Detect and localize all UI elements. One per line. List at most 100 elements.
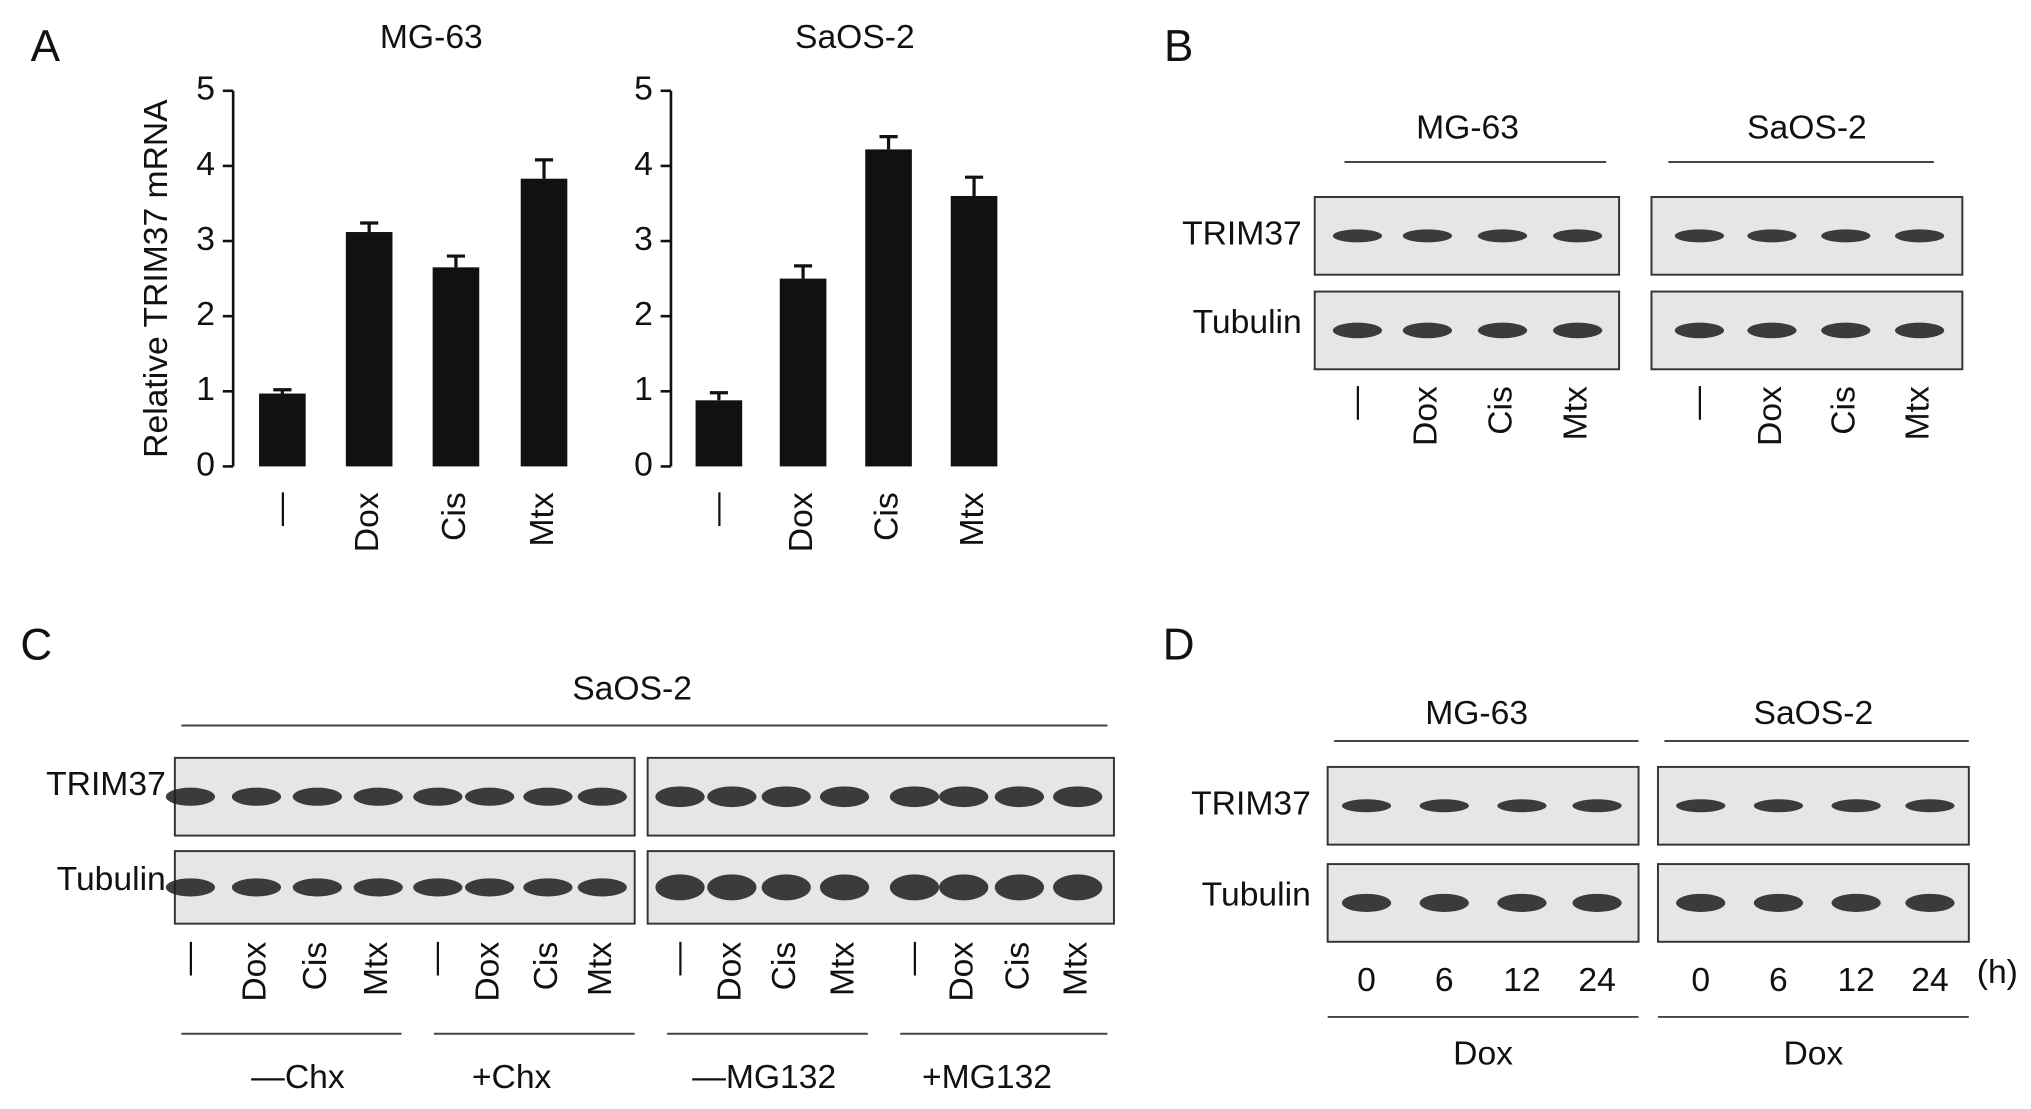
panel-label: A <box>31 22 61 71</box>
band <box>819 874 870 901</box>
band <box>231 787 282 806</box>
lane-label: Mtx <box>1899 386 1936 440</box>
band <box>1572 799 1622 813</box>
lane-label: Cis <box>297 942 334 991</box>
band <box>761 786 811 808</box>
lane-label: Cis <box>1482 386 1519 435</box>
bar <box>259 393 306 467</box>
band <box>413 787 463 806</box>
band <box>1497 799 1547 813</box>
band <box>413 878 463 897</box>
band <box>1821 229 1871 243</box>
band <box>1572 893 1622 912</box>
band <box>889 874 940 901</box>
time-label: 0 <box>1691 962 1710 999</box>
band <box>1053 786 1103 808</box>
error-bar <box>794 264 813 279</box>
lane-label: Cis <box>528 942 565 991</box>
lane-label: — <box>1679 386 1716 420</box>
band <box>1419 893 1469 912</box>
band <box>1753 893 1804 912</box>
bar <box>865 149 912 467</box>
time-label: 24 <box>1578 962 1615 999</box>
band <box>889 786 940 808</box>
y-tick-label: 3 <box>196 221 215 258</box>
band <box>707 874 757 901</box>
x-tick-label: Mtx <box>524 492 561 546</box>
time-label: 12 <box>1503 962 1540 999</box>
group-title: SaOS-2 <box>572 670 692 707</box>
row-label: TRIM37 <box>1191 786 1311 823</box>
band <box>577 787 627 806</box>
band <box>1053 874 1103 901</box>
error-bar <box>273 388 292 394</box>
band <box>655 874 705 901</box>
bar <box>950 195 998 467</box>
treatment-label: Dox <box>1453 1036 1513 1073</box>
band <box>994 874 1044 901</box>
x-tick-label: Cis <box>436 492 473 541</box>
group-label: +Chx <box>472 1059 552 1096</box>
y-tick-label: 2 <box>196 296 215 333</box>
band <box>994 786 1044 808</box>
band <box>1676 893 1726 912</box>
group-label: —MG132 <box>692 1059 836 1096</box>
band <box>1332 229 1383 243</box>
group-title: SaOS-2 <box>1754 695 1874 732</box>
lane-label: — <box>660 941 697 975</box>
band <box>1674 322 1725 339</box>
y-tick-label: 5 <box>634 71 653 108</box>
band <box>1553 229 1603 243</box>
band <box>577 878 627 897</box>
panel-label: B <box>1164 22 1193 71</box>
lane-label: Cis <box>1826 386 1863 435</box>
lane-label: Dox <box>236 942 273 1002</box>
band <box>939 874 989 901</box>
band <box>353 878 403 897</box>
band <box>1402 322 1453 339</box>
band <box>1419 799 1469 813</box>
band <box>465 787 515 806</box>
bar <box>432 267 480 467</box>
time-label: 6 <box>1435 962 1454 999</box>
y-tick-label: 4 <box>634 146 653 183</box>
lane-label: Mtx <box>1558 386 1595 440</box>
band <box>1676 799 1726 813</box>
lane-label: Mtx <box>358 942 395 996</box>
x-tick-label: — <box>262 492 299 526</box>
band <box>1341 893 1392 912</box>
band <box>523 878 573 897</box>
row-label: TRIM37 <box>1182 216 1302 253</box>
x-tick-label: Dox <box>349 492 386 552</box>
lane-label: — <box>894 941 931 975</box>
band <box>819 786 870 808</box>
time-label: 24 <box>1911 962 1948 999</box>
y-tick-label: 5 <box>196 71 215 108</box>
bar <box>520 178 568 467</box>
band <box>1905 799 1955 813</box>
time-label: 6 <box>1769 962 1788 999</box>
treatment-label: Dox <box>1783 1036 1843 1073</box>
error-bar <box>446 254 466 268</box>
chart-title: SaOS-2 <box>795 19 915 56</box>
lane-label: Mtx <box>824 942 861 996</box>
unit-label: (h) <box>1977 954 2018 991</box>
group-title: SaOS-2 <box>1747 110 1867 147</box>
bar <box>779 278 827 467</box>
lane-label: Dox <box>944 942 981 1002</box>
time-label: 0 <box>1357 962 1376 999</box>
band <box>655 786 705 808</box>
y-tick-label: 1 <box>196 371 215 408</box>
lane-label: Dox <box>712 942 749 1002</box>
group-label: —Chx <box>251 1059 345 1096</box>
row-label: TRIM37 <box>46 766 166 803</box>
band <box>1747 229 1797 243</box>
y-tick-label: 3 <box>634 221 653 258</box>
group-label: +MG132 <box>922 1059 1052 1096</box>
band <box>1831 893 1881 912</box>
band <box>1477 322 1528 339</box>
band <box>465 878 515 897</box>
lane-label: Dox <box>470 942 507 1002</box>
